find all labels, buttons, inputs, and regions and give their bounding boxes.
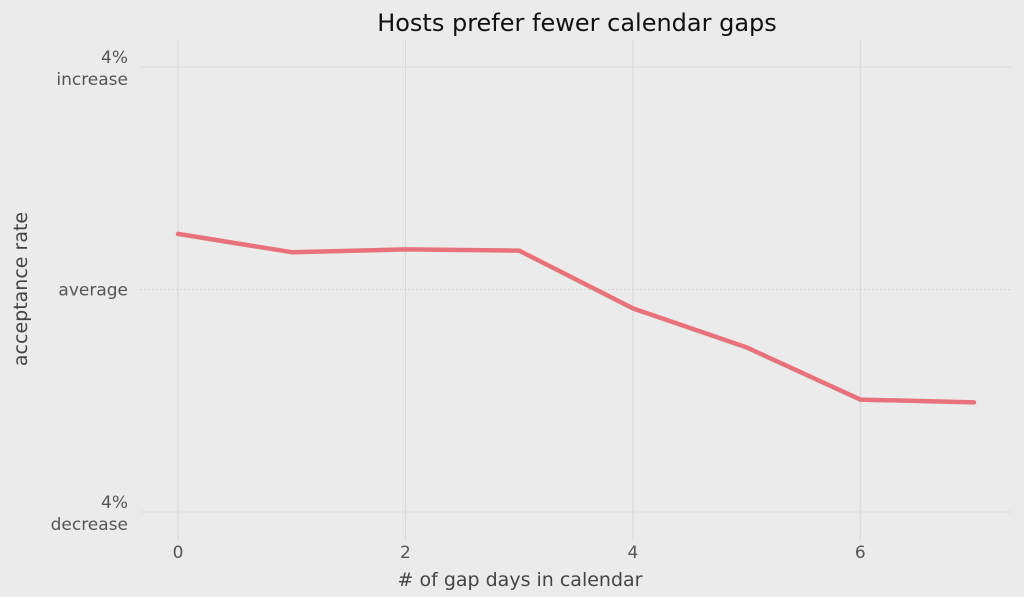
grid <box>140 40 1012 540</box>
x-tick-label: 0 <box>173 543 184 563</box>
y-tick-label: increase <box>56 70 128 90</box>
y-tick-label: 4% <box>101 48 128 68</box>
y-tick-label: 4% <box>101 493 128 513</box>
x-axis-title: # of gap days in calendar <box>398 569 643 591</box>
x-tick-labels: 0 2 4 6 <box>173 543 866 563</box>
y-axis-title: acceptance rate <box>10 212 32 366</box>
chart-title: Hosts prefer fewer calendar gaps <box>377 9 777 37</box>
y-tick-label: decrease <box>51 515 128 535</box>
x-tick-label: 6 <box>855 543 866 563</box>
series-line <box>175 231 977 405</box>
x-tick-label: 4 <box>627 543 638 563</box>
x-tick-label: 2 <box>400 543 411 563</box>
y-tick-label: average <box>58 281 128 301</box>
series-lines <box>175 231 977 405</box>
